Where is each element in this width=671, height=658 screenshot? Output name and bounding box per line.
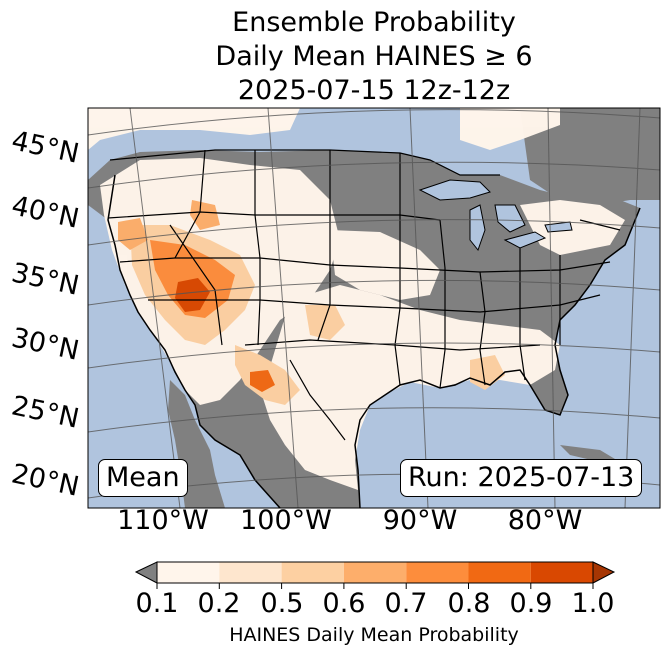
lake-michigan: [469, 204, 486, 252]
coastline: [107, 174, 641, 508]
colorbar-tick-0: 0.1: [135, 588, 179, 619]
prob-low-central: [262, 285, 560, 490]
colorbar-bin-3: [281, 562, 344, 583]
colorbar-bin-1: [157, 562, 220, 583]
colorbar-tick-4: 0.7: [384, 588, 428, 619]
colorbar-bin-2: [219, 562, 282, 583]
prob-high-oregon: [118, 218, 148, 250]
lake-erie: [503, 231, 547, 249]
colorbar-bin-5: [406, 562, 469, 583]
colorbar-bin-7: [530, 562, 593, 583]
colorbar-bin-4: [343, 562, 407, 583]
colorbar-tick-2: 0.5: [260, 588, 304, 619]
prob-low-canada-east: [460, 108, 560, 150]
prob-mid-oklahoma: [305, 305, 345, 340]
prob-low-northeast: [520, 200, 625, 255]
colorbar-over-arrow: [592, 561, 616, 584]
prob-low-canada: [88, 108, 300, 150]
lon-label-90: 90°W: [382, 505, 458, 536]
land-canada-east: [520, 108, 660, 205]
title-line-1: Ensemble Probability: [232, 7, 516, 38]
map-frame: [87, 107, 661, 509]
prob-top-arizona: [175, 278, 210, 312]
colorbar-tick-3: 0.6: [322, 588, 366, 619]
colorbar-under-arrow: [134, 561, 158, 584]
colorbar-tick-6: 0.9: [509, 588, 553, 619]
colorbar-tick-5: 0.8: [447, 588, 491, 619]
land-cuba: [560, 445, 620, 462]
run-date-label: Run: 2025-07-13: [400, 459, 643, 497]
lon-label-110: 110°W: [117, 505, 209, 536]
prob-low-plains: [330, 230, 440, 300]
great-lakes: [418, 179, 573, 252]
prob-top-mexico: [250, 370, 275, 392]
state-borders: [107, 149, 621, 441]
lake-huron: [494, 204, 526, 233]
title-line-3: 2025-07-15 12z-12z: [237, 75, 511, 106]
prob-high-idaho: [190, 200, 220, 230]
prob-high-nevada: [150, 240, 235, 318]
colorbar: [134, 561, 616, 589]
colorbar-frame: [156, 561, 594, 584]
title-line-2: Daily Mean HAINES ≥ 6: [215, 41, 533, 72]
colorbar-title: HAINES Daily Mean Probability: [229, 624, 519, 646]
map-title: Ensemble Probability Daily Mean HAINES ≥…: [88, 6, 660, 108]
colorbar-tick-1: 0.2: [197, 588, 241, 619]
mean-label: Mean: [98, 459, 188, 497]
lon-label-100: 100°W: [240, 505, 332, 536]
colorbar-bin-6: [468, 562, 531, 583]
colorbar-tick-7: 1.0: [571, 588, 615, 619]
lake-superior: [418, 179, 491, 201]
lon-label-80: 80°W: [507, 505, 583, 536]
lake-ontario: [544, 221, 573, 233]
